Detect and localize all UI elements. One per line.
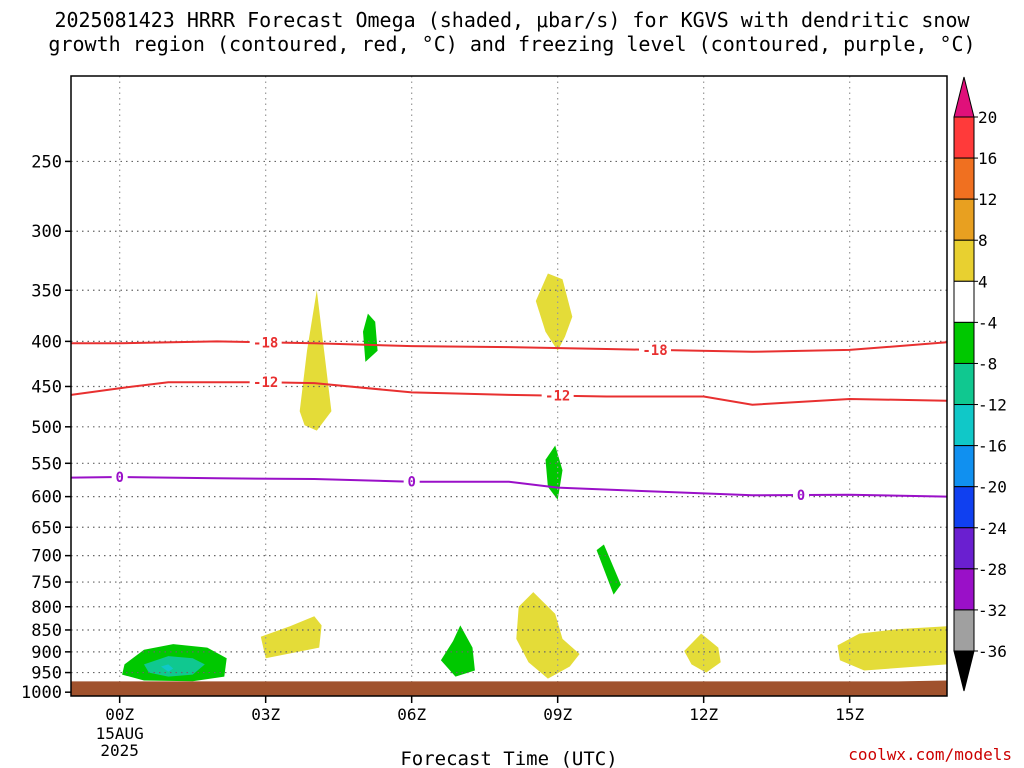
contour-label--12: -12 xyxy=(545,389,570,405)
y-tick-label: 500 xyxy=(31,418,62,438)
x-tick-label: 03Z xyxy=(251,705,280,724)
plot-area xyxy=(71,76,947,696)
contour-label-bg xyxy=(249,334,282,351)
contour-label-bg xyxy=(111,468,128,485)
colorbar-segment xyxy=(953,445,975,488)
colorbar-segment xyxy=(953,239,975,282)
chart-title: 2025081423 HRRR Forecast Omega (shaded, … xyxy=(0,8,1024,56)
contour-label--12: -12 xyxy=(253,375,278,391)
omega-region-7 xyxy=(545,445,563,500)
omega-region-5 xyxy=(837,626,947,671)
colorbar-label: -12 xyxy=(978,396,1007,415)
y-tick-label: 650 xyxy=(31,518,62,538)
omega-region-0 xyxy=(299,290,332,431)
plot-frame xyxy=(70,75,948,697)
y-tick-label: 400 xyxy=(31,332,62,352)
x-tick-label: 09Z xyxy=(543,705,572,724)
x-tick-label: 06Z xyxy=(397,705,426,724)
x-date-label: 15AUG xyxy=(96,724,144,743)
colorbar-segment xyxy=(953,116,975,159)
colorbar-label: -32 xyxy=(978,601,1007,620)
y-tick-label: 600 xyxy=(31,488,62,508)
y-tick-label: 1000 xyxy=(21,683,62,703)
colorbar-label: -4 xyxy=(978,313,997,332)
y-tick-label: 900 xyxy=(31,643,62,663)
contour-label-bg xyxy=(793,487,809,504)
omega-region-2 xyxy=(260,616,322,659)
colorbar-label: 8 xyxy=(978,231,988,250)
x-tick-label: 15Z xyxy=(835,705,864,724)
colorbar-segment xyxy=(953,404,975,447)
contour-label-bg xyxy=(541,387,574,404)
y-tick-label: 850 xyxy=(31,621,62,641)
x-axis-title: Forecast Time (UTC) xyxy=(400,748,617,768)
colorbar-label: -24 xyxy=(978,519,1007,538)
colorbar-segment xyxy=(953,157,975,200)
contour-line--12 xyxy=(71,381,947,406)
colorbar-label: 4 xyxy=(978,272,988,291)
y-tick-label: 450 xyxy=(31,377,62,397)
omega-region-11 xyxy=(144,656,205,677)
contour-label-bg xyxy=(639,341,671,358)
omega-region-6 xyxy=(363,313,378,362)
surface-terrain xyxy=(71,680,947,696)
colorbar-segment xyxy=(953,321,975,364)
colorbar-segment xyxy=(953,280,975,323)
colorbar-label: -28 xyxy=(978,560,1007,579)
colorbar-label: -36 xyxy=(978,642,1007,661)
y-tick-label: 800 xyxy=(31,598,62,618)
omega-region-1 xyxy=(535,273,573,351)
omega-region-12 xyxy=(161,664,174,672)
colorbar-segment xyxy=(953,486,975,529)
omega-region-8 xyxy=(596,544,621,595)
y-tick-label: 250 xyxy=(31,152,62,172)
colorbar-label: 20 xyxy=(978,108,997,127)
colorbar-segment xyxy=(953,527,975,570)
title-line-2: growth region (contoured, red, °C) and f… xyxy=(48,32,976,56)
colorbar-label: 12 xyxy=(978,190,997,209)
colorbar-segment xyxy=(953,609,975,652)
colorbar-label: -8 xyxy=(978,354,997,373)
omega-region-9 xyxy=(440,625,475,677)
contour-label--18: -18 xyxy=(642,343,667,359)
omega-region-3 xyxy=(516,592,580,679)
colorbar-top-arrow xyxy=(953,76,975,118)
y-tick-label: 550 xyxy=(31,454,62,474)
contour-label-bg xyxy=(249,374,282,391)
y-tick-label: 350 xyxy=(31,281,62,301)
contour-label-0: 0 xyxy=(115,470,123,486)
colorbar-label: -16 xyxy=(978,437,1007,456)
x-date-label: 2025 xyxy=(100,741,139,760)
colorbar-label: -20 xyxy=(978,478,1007,497)
omega-region-4 xyxy=(684,633,721,673)
y-tick-label: 700 xyxy=(31,547,62,567)
credit-text: coolwx.com/models xyxy=(848,745,1012,764)
title-line-1: 2025081423 HRRR Forecast Omega (shaded, … xyxy=(54,8,970,32)
contour-label-0: 0 xyxy=(407,475,415,491)
x-tick-label: 00Z xyxy=(105,705,134,724)
y-tick-label: 750 xyxy=(31,573,62,593)
x-tick-label: 12Z xyxy=(689,705,718,724)
contour-label--18: -18 xyxy=(253,335,278,351)
colorbar-segment xyxy=(953,198,975,241)
y-tick-label: 950 xyxy=(31,664,62,684)
colorbar-label: 16 xyxy=(978,149,997,168)
colorbar-bottom-arrow xyxy=(953,650,975,692)
contour-line-0 xyxy=(71,475,947,498)
contour-label-bg xyxy=(403,473,420,490)
colorbar-segment xyxy=(953,568,975,611)
y-tick-label: 300 xyxy=(31,222,62,242)
colorbar-segment xyxy=(953,362,975,406)
contour-label-0: 0 xyxy=(797,488,805,504)
contour-line--18 xyxy=(71,340,947,353)
